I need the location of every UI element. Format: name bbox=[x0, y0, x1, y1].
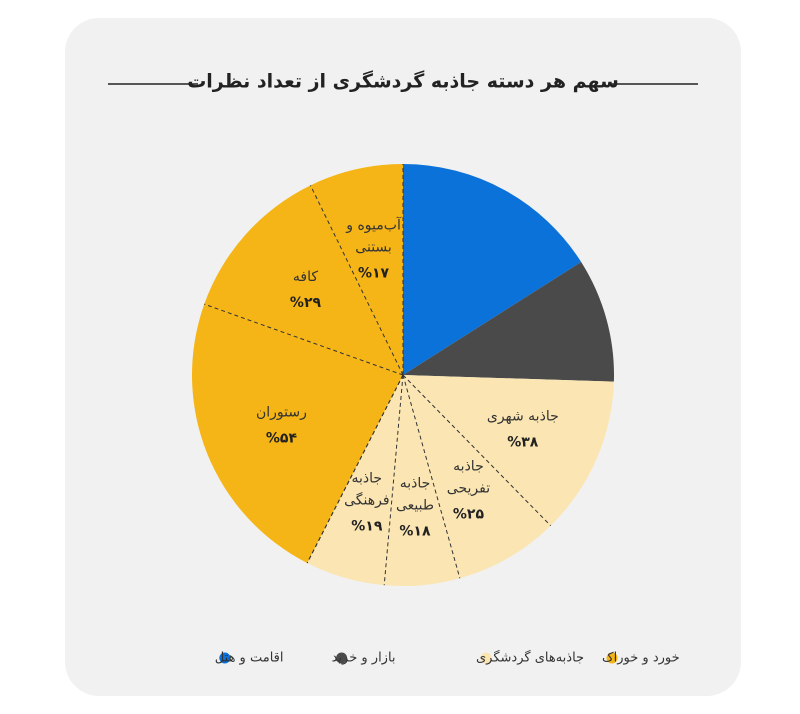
slice-divider bbox=[204, 303, 404, 376]
value-label: %۱۹ bbox=[351, 519, 383, 535]
slice bbox=[403, 375, 614, 526]
slice-label: آب‌میوه و bbox=[345, 217, 402, 234]
slice-divider bbox=[310, 185, 404, 376]
slice-divider bbox=[383, 374, 404, 586]
legend-label: اقامت و هتل bbox=[215, 651, 284, 666]
slice-label: جاذبه bbox=[453, 458, 484, 474]
legend-label: جاذبه‌های گردشگری bbox=[476, 650, 584, 666]
slice-label: طبیعی bbox=[396, 497, 434, 513]
legend-label: بازار و خرید bbox=[332, 651, 396, 666]
value-label: %۳۸ bbox=[507, 435, 539, 451]
slice-divider bbox=[306, 374, 404, 564]
legend-swatch bbox=[219, 652, 231, 664]
slice bbox=[403, 261, 614, 382]
slice-label: کافه bbox=[293, 269, 318, 285]
legend-swatch bbox=[336, 652, 348, 664]
legend-swatch bbox=[606, 652, 618, 664]
slice bbox=[384, 375, 460, 586]
value-label: %۲۵ bbox=[453, 506, 485, 522]
slice-label: رستوران bbox=[256, 404, 307, 420]
slice-label: جاذبه bbox=[352, 471, 383, 487]
slice bbox=[204, 185, 403, 375]
legend-swatch bbox=[480, 652, 492, 664]
slice-label: تفریحی bbox=[447, 480, 490, 496]
slice bbox=[310, 164, 403, 375]
slice-label: فرهنگی bbox=[344, 492, 389, 509]
pie: جاذبه شهری %۳۸ جاذبه تفریحی %۲۵ جاذبه طبیعی %۱۸… bbox=[191, 164, 614, 586]
slice bbox=[191, 304, 403, 564]
legend: خورد و خوراک جاذبه‌های گردشگری بازار و خری… bbox=[215, 650, 680, 666]
chart-title: سهم هر دسته جاذبه گردشگری از تعداد نظرات bbox=[187, 70, 619, 93]
slice bbox=[307, 375, 403, 586]
value-label: %۱۸ bbox=[399, 523, 431, 539]
value-label: %۵۴ bbox=[266, 430, 298, 446]
slice-label: جاذبه bbox=[400, 475, 431, 491]
slice-label: بستنی bbox=[355, 240, 392, 256]
value-label: %۲۹ bbox=[290, 295, 322, 311]
value-label: %۱۷ bbox=[358, 266, 390, 282]
slice-divider bbox=[402, 374, 461, 579]
slice bbox=[403, 164, 582, 375]
slice-label: جاذبه شهری bbox=[487, 409, 559, 425]
legend-label: خورد و خوراک bbox=[602, 651, 680, 666]
slice bbox=[403, 375, 551, 579]
slice-divider bbox=[402, 374, 552, 527]
